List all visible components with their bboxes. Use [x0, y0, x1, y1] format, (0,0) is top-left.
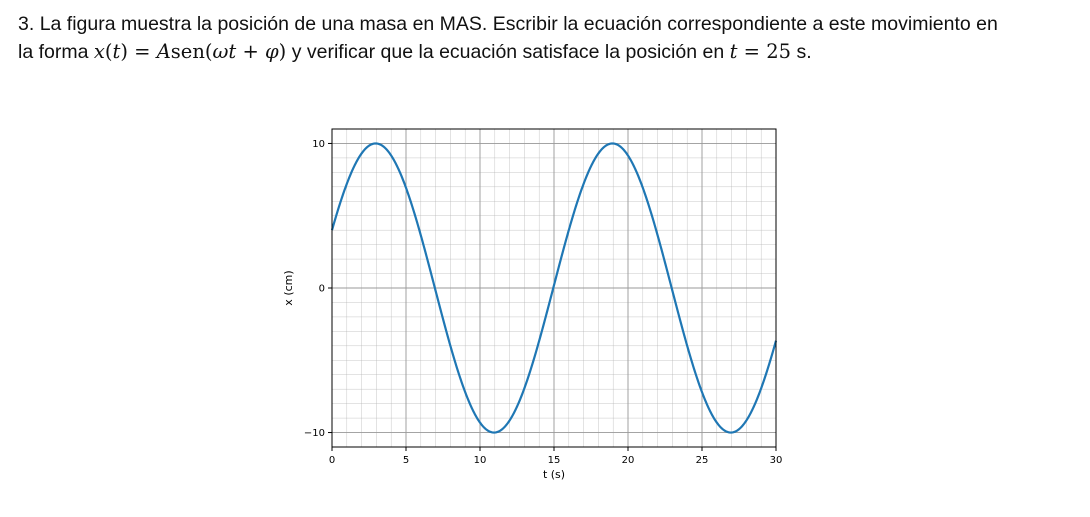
- problem-number: 3.: [18, 13, 35, 35]
- position-chart: 0 5 10 15 20 25 30 −10 0 10 t (s) x (cm): [270, 115, 800, 510]
- time-var: t: [729, 40, 738, 63]
- x-tick-label: 5: [403, 455, 409, 466]
- x-tick-label: 0: [329, 455, 335, 466]
- time-unit: s.: [796, 41, 812, 63]
- x-tick-label: 15: [548, 455, 561, 466]
- problem-statement: 3. La figura muestra la posición de una …: [18, 10, 1084, 66]
- y-tick-label: 0: [319, 284, 325, 295]
- chart-svg: 0 5 10 15 20 25 30 −10 0 10 t (s) x (cm): [282, 128, 783, 481]
- x-axis-label: t (s): [543, 468, 565, 481]
- time-expression: t = 25: [730, 40, 791, 63]
- problem-text-2: la forma: [18, 41, 89, 63]
- eq-open: (: [104, 40, 113, 63]
- eq-x: x: [93, 40, 105, 63]
- y-axis-label: x (cm): [282, 270, 295, 305]
- y-ticks: −10 0 10: [304, 139, 332, 439]
- eq-paren-open: (: [204, 40, 213, 63]
- x-tick-label: 25: [696, 455, 709, 466]
- eq-paren-close: ): [278, 40, 287, 63]
- eq-sen: sen: [170, 40, 205, 63]
- x-ticks: 0 5 10 15 20 25 30: [329, 447, 783, 466]
- equation: x(t) = Asen(ωt + φ): [94, 40, 286, 63]
- series-line-0: [330, 142, 778, 434]
- time-equals: =: [737, 40, 767, 63]
- y-tick-label: −10: [304, 428, 325, 439]
- x-tick-label: 30: [770, 455, 783, 466]
- y-tick-label: 10: [312, 139, 325, 150]
- x-tick-label: 10: [474, 455, 487, 466]
- problem-line-1: 3. La figura muestra la posición de una …: [18, 10, 1084, 38]
- x-tick-label: 20: [622, 455, 635, 466]
- problem-text-1: La figura muestra la posición de una mas…: [39, 13, 998, 35]
- plot-area: [330, 142, 778, 434]
- problem-text-3: y verificar que la ecuación satisface la…: [291, 41, 725, 63]
- eq-equals: =: [127, 40, 157, 63]
- eq-plus: +: [236, 40, 265, 63]
- eq-t2: t: [228, 40, 237, 63]
- time-value: 25: [766, 40, 792, 63]
- eq-t: t: [112, 40, 121, 63]
- eq-phi: φ: [265, 40, 279, 63]
- eq-amplitude: A: [156, 40, 171, 63]
- eq-close: ): [120, 40, 128, 63]
- eq-omega: ω: [212, 40, 229, 63]
- problem-line-2: la forma x(t) = Asen(ωt + φ) y verificar…: [18, 38, 1084, 66]
